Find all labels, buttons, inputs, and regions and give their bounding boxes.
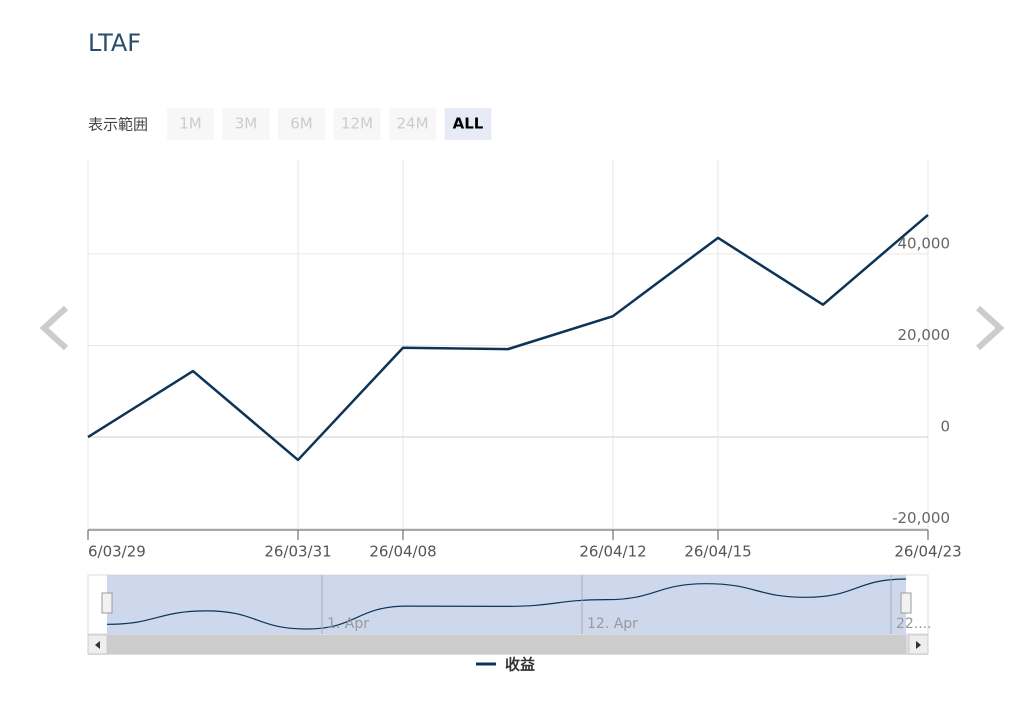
x-tick-label: 26/04/15 (684, 543, 751, 561)
chart-title: LTAF (88, 29, 141, 57)
y-tick-label: 40,000 (898, 234, 951, 252)
y-tick-label: 20,000 (898, 326, 951, 344)
plot (87, 214, 929, 462)
range-button[interactable] (389, 108, 436, 140)
prev-arrow[interactable] (39, 305, 69, 351)
range-button-label: 6M (290, 115, 313, 133)
x-tick-label: 26/03/31 (264, 543, 331, 561)
navigator-label: 22.... (896, 616, 932, 632)
scrollbar-thumb[interactable] (107, 635, 906, 654)
x-tick-label: 26/04/12 (579, 543, 646, 561)
range-button-label: 24M (396, 115, 428, 133)
navigator-label: 12. Apr (587, 616, 638, 632)
range-button-label: 3M (235, 115, 258, 133)
navigator-mask[interactable] (107, 575, 906, 634)
range-button-label: 1M (179, 115, 202, 133)
range-button[interactable] (333, 108, 381, 140)
y-tick-label: -20,000 (892, 509, 950, 527)
line-series (87, 214, 929, 462)
navigator-label: 1. Apr (327, 616, 369, 632)
range-button[interactable] (278, 108, 325, 140)
range-button-label: ALL (453, 115, 484, 133)
range-button[interactable] (444, 108, 492, 140)
range-button[interactable] (167, 108, 214, 140)
range-button-label: 12M (341, 115, 373, 133)
range-buttons: 1M 3M 6M 12M 24M ALL (167, 108, 492, 140)
range-label: 表示範囲 (88, 116, 148, 134)
grid (87, 160, 929, 530)
handle-left[interactable] (101, 592, 113, 614)
next-arrow[interactable] (975, 305, 1005, 351)
legend-label: 收益 (505, 656, 535, 674)
x-tick-label: 6/03/29 (88, 543, 146, 561)
range-button[interactable] (222, 108, 270, 140)
scroll-right-icon (916, 641, 921, 649)
x-tick-label: 26/04/08 (369, 543, 436, 561)
x-tick-label: 26/04/23 (894, 543, 961, 561)
scroll-left-icon (95, 641, 100, 649)
handle-right[interactable] (900, 592, 912, 614)
navigator-series (106, 578, 907, 630)
navigator-content: 1. Apr 12. Apr 22.... (106, 575, 932, 634)
y-tick-label: 0 (940, 418, 950, 436)
